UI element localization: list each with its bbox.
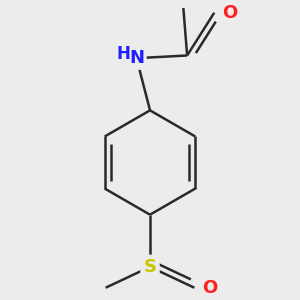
Text: S: S — [143, 258, 157, 276]
Text: H: H — [117, 45, 131, 63]
Text: O: O — [202, 279, 217, 297]
Text: N: N — [129, 49, 144, 67]
Text: O: O — [222, 4, 237, 22]
